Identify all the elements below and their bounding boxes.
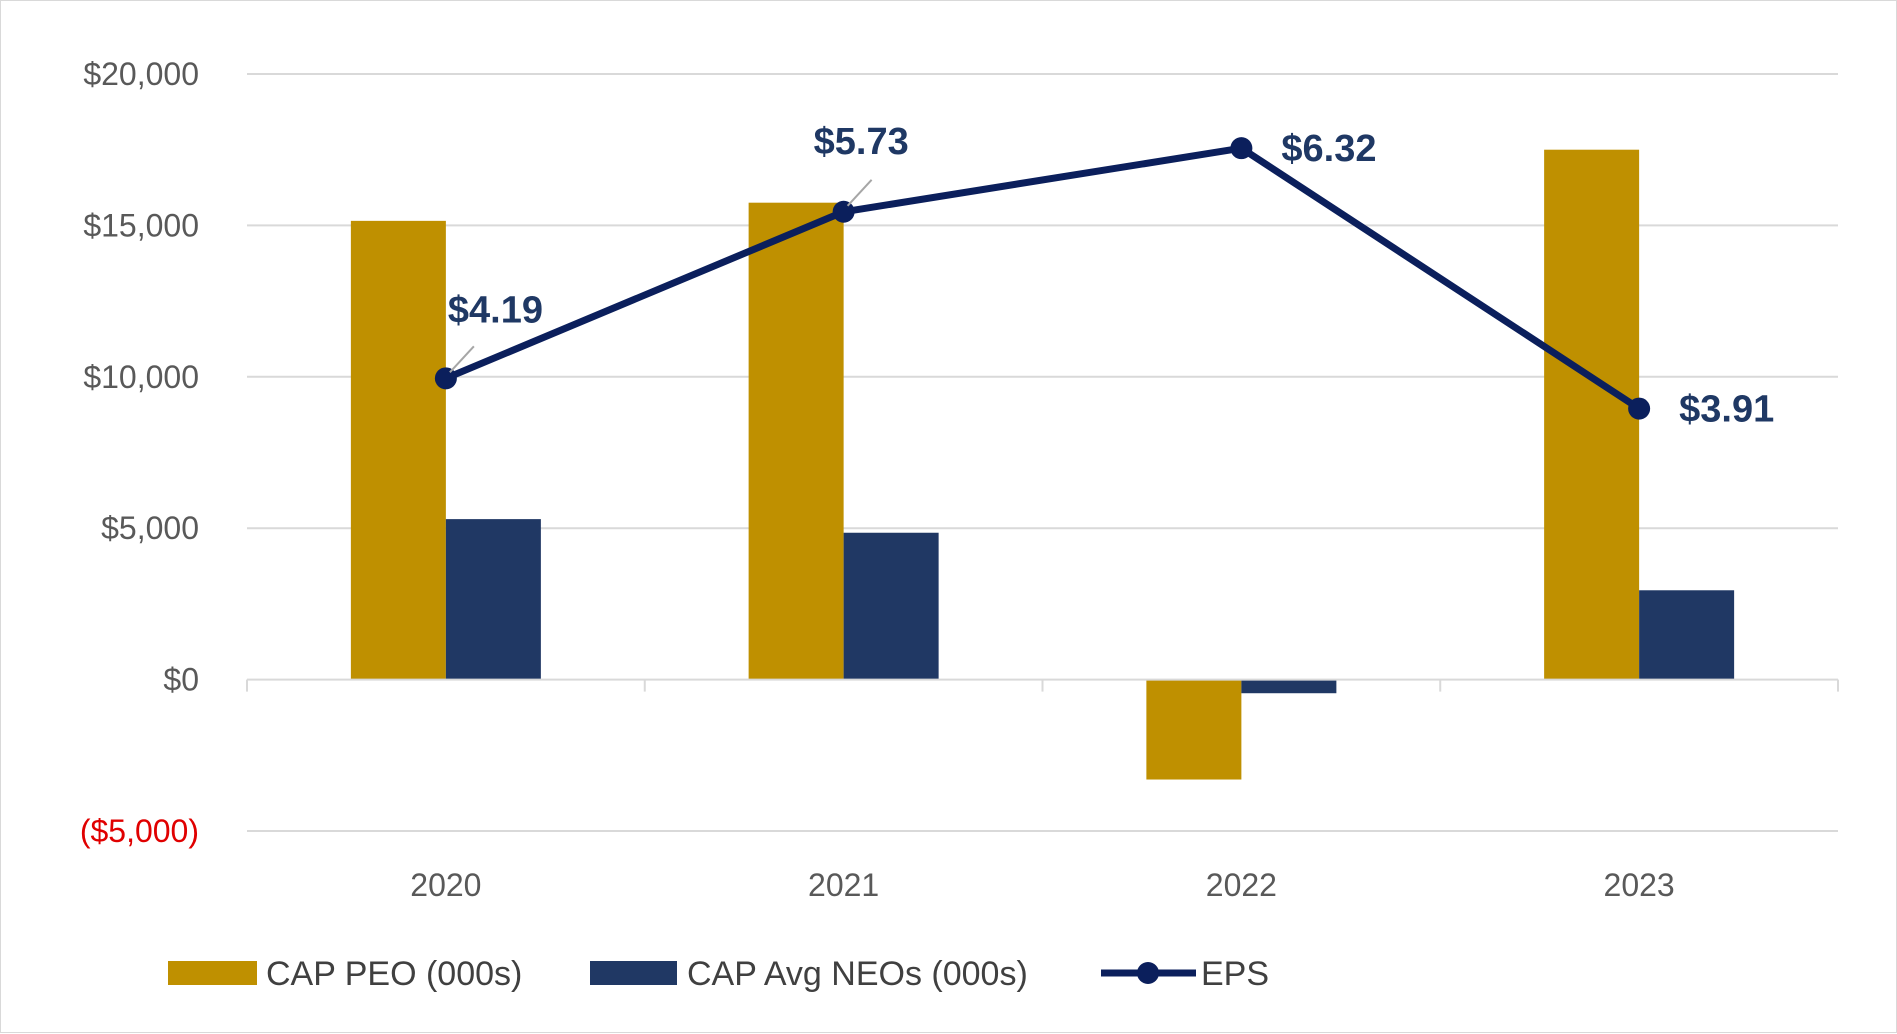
y-tick-label: $10,000 bbox=[83, 359, 199, 395]
legend-label-cap-peo: CAP PEO (000s) bbox=[266, 955, 522, 993]
legend-swatch-cap-avg-neos bbox=[590, 961, 677, 985]
x-tick-label-2020: 2020 bbox=[410, 867, 481, 903]
cap-avg-neos-bar-2023 bbox=[1639, 590, 1735, 680]
y-tick-label: $20,000 bbox=[83, 56, 199, 92]
eps-point-2023 bbox=[1628, 397, 1651, 420]
bar-series bbox=[350, 149, 1735, 780]
legend-marker-eps bbox=[1137, 962, 1159, 984]
eps-line-series bbox=[434, 137, 1651, 420]
cap-peo-bar-2021 bbox=[748, 202, 844, 680]
y-tick-label: $0 bbox=[163, 662, 199, 698]
eps-point-2021 bbox=[832, 200, 855, 223]
eps-point-2022 bbox=[1230, 137, 1253, 160]
legend-swatch-cap-peo bbox=[168, 961, 257, 985]
cap-peo-bar-2022 bbox=[1146, 679, 1242, 780]
eps-label-leader-line bbox=[846, 179, 873, 207]
eps-data-label-2023: $3.91 bbox=[1679, 389, 1774, 431]
legend-label-cap-avg-neos: CAP Avg NEOs (000s) bbox=[687, 955, 1028, 993]
eps-point-2020 bbox=[434, 367, 457, 390]
cap-peo-bar-2023 bbox=[1544, 149, 1640, 680]
eps-data-labels: $4.19 $5.73 $6.32 $3.91 bbox=[448, 121, 1774, 431]
eps-label-leader-line bbox=[449, 345, 475, 373]
legend: CAP PEO (000s) CAP Avg NEOs (000s) EPS bbox=[168, 955, 1269, 993]
y-tick-label: $5,000 bbox=[101, 510, 199, 546]
eps-data-label-2020: $4.19 bbox=[448, 289, 543, 331]
cap-avg-neos-bar-2021 bbox=[843, 532, 939, 680]
y-tick-label: $15,000 bbox=[83, 207, 199, 243]
eps-line bbox=[444, 144, 1642, 412]
y-tick-label: ($5,000) bbox=[80, 813, 199, 849]
x-tick-label-2021: 2021 bbox=[808, 867, 879, 903]
y-axis-tick-labels: $20,000 $15,000 $10,000 $5,000 $0 ($5,000) bbox=[80, 56, 199, 849]
cap-avg-neos-bar-2022 bbox=[1241, 679, 1337, 694]
eps-data-label-2022: $6.32 bbox=[1281, 128, 1376, 170]
x-tick-label-2022: 2022 bbox=[1206, 867, 1277, 903]
x-tick-label-2023: 2023 bbox=[1604, 867, 1675, 903]
x-axis bbox=[246, 678, 1839, 692]
cap-peo-bar-2020 bbox=[350, 220, 446, 680]
x-axis-tick-labels: 2020 2021 2022 2023 bbox=[410, 867, 1674, 903]
cap-avg-neos-bar-2020 bbox=[445, 519, 541, 680]
eps-data-label-2021: $5.73 bbox=[814, 121, 909, 163]
legend-label-eps: EPS bbox=[1201, 955, 1269, 993]
